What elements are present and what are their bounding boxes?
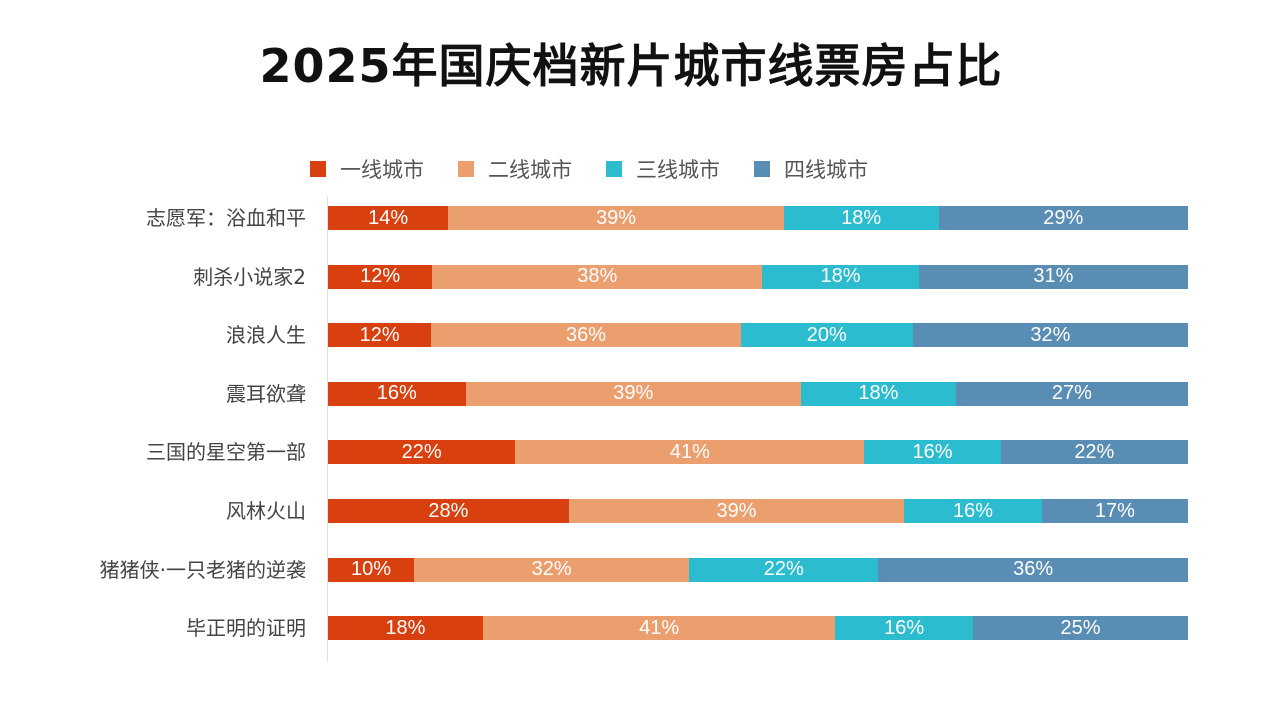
bar-segment-tier1: 14% [328, 206, 449, 230]
category-label: 三国的星空第一部 [146, 440, 306, 465]
bar-segment-tier1: 22% [328, 440, 516, 465]
legend-label: 一线城市 [340, 158, 424, 182]
data-label: 32% [1030, 323, 1071, 346]
bar-segment-tier4: 32% [912, 323, 1188, 348]
data-label: 16% [952, 499, 993, 522]
data-label: 17% [1094, 499, 1135, 522]
bar-segment-tier4: 22% [1000, 440, 1188, 465]
bar-segment-tier2: 39% [568, 499, 905, 523]
bar-segment-tier4: 29% [938, 206, 1188, 230]
bar-segment-tier3: 18% [762, 264, 919, 289]
data-label: 12% [360, 265, 401, 288]
bar-segment-tier4: 17% [1041, 499, 1188, 523]
data-label: 18% [858, 382, 899, 405]
legend-label: 四线城市 [784, 158, 868, 182]
data-label: 38% [577, 265, 618, 288]
bar-segment-tier3: 16% [904, 499, 1042, 523]
category-label: 毕正明的证明 [186, 616, 306, 641]
data-label: 41% [639, 616, 680, 639]
category-label: 风林火山 [226, 499, 306, 523]
data-label: 14% [368, 206, 409, 229]
category-label: 浪浪人生 [226, 323, 306, 348]
data-label: 22% [1074, 440, 1115, 463]
bar-segment-tier2: 38% [432, 264, 763, 289]
legend-swatch-icon [606, 161, 622, 177]
data-label: 10% [350, 558, 392, 581]
legend-item-tier1: 一线城市 [310, 154, 424, 184]
data-label: 16% [884, 616, 925, 639]
bar-segment-tier3: 22% [689, 557, 879, 582]
data-label: 18% [820, 265, 861, 288]
y-axis-line [327, 196, 328, 662]
bar-segment-tier4: 36% [878, 557, 1188, 582]
bar-segment-tier1: 18% [328, 616, 483, 641]
category-label: 刺杀小说家2 [193, 264, 306, 289]
data-label: 25% [1060, 616, 1101, 639]
bar-segment-tier2: 41% [482, 616, 836, 641]
legend-label: 二线城市 [488, 158, 572, 182]
bar-segment-tier3: 16% [835, 616, 973, 641]
category-label: 志愿军：浴血和平 [146, 206, 306, 230]
data-label: 36% [1013, 558, 1054, 581]
data-label: 22% [401, 440, 442, 463]
data-label: 20% [806, 323, 847, 346]
bar-segment-tier1: 10% [328, 557, 414, 582]
data-label: 39% [613, 382, 654, 405]
category-label: 猪猪侠·一只老猪的逆袭 [99, 557, 306, 582]
bar-segment-tier2: 41% [515, 440, 865, 465]
bar-segment-tier4: 31% [918, 264, 1188, 289]
category-label: 震耳欲聋 [226, 381, 306, 406]
data-label: 39% [596, 206, 637, 229]
data-label: 36% [565, 323, 606, 346]
legend: 一线城市 二线城市 三线城市 四线城市 [310, 154, 902, 184]
data-label: 18% [841, 206, 882, 229]
data-label: 39% [716, 499, 757, 522]
legend-item-tier4: 四线城市 [754, 154, 868, 184]
bar-segment-tier2: 32% [414, 557, 690, 582]
data-label: 12% [359, 323, 400, 346]
legend-item-tier2: 二线城市 [458, 154, 572, 184]
data-label: 41% [669, 440, 710, 463]
bar-segment-tier4: 25% [973, 616, 1188, 641]
data-label: 29% [1043, 206, 1084, 229]
legend-swatch-icon [458, 161, 474, 177]
data-label: 16% [376, 382, 417, 405]
legend-swatch-icon [754, 161, 770, 177]
legend-label: 三线城市 [636, 158, 720, 182]
data-label: 28% [428, 499, 469, 522]
bar-segment-tier3: 18% [783, 206, 939, 230]
data-label: 22% [763, 558, 804, 581]
bar-segment-tier4: 27% [955, 381, 1188, 406]
bar-segment-tier1: 28% [328, 499, 569, 523]
chart-title: 2025年国庆档新片城市线票房占比 [259, 39, 1003, 93]
bar-segment-tier2: 39% [465, 381, 801, 406]
bar-segment-tier2: 36% [431, 323, 741, 348]
bar-segment-tier1: 12% [328, 264, 433, 289]
bar-segment-tier1: 12% [328, 323, 432, 348]
bar-segment-tier2: 39% [448, 206, 784, 230]
data-label: 32% [531, 558, 572, 581]
data-label: 31% [1033, 265, 1074, 288]
data-label: 27% [1051, 382, 1092, 405]
bar-segment-tier3: 20% [740, 323, 913, 348]
data-label: 16% [912, 440, 953, 463]
legend-swatch-icon [310, 161, 326, 177]
bar-segment-tier1: 16% [328, 381, 466, 406]
data-label: 18% [385, 616, 426, 639]
legend-item-tier3: 三线城市 [606, 154, 720, 184]
bar-segment-tier3: 18% [801, 381, 956, 406]
bar-segment-tier3: 16% [864, 440, 1001, 465]
